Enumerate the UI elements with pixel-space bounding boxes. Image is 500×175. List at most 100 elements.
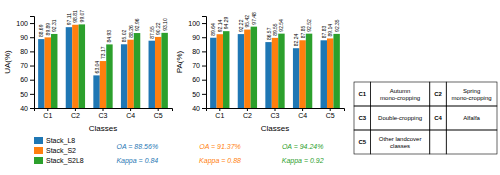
tick-label: 90 [192, 34, 200, 41]
tick-label: C2 [243, 112, 252, 119]
bar [66, 27, 72, 108]
data-label: 92.96 [134, 18, 140, 31]
tick: 80 [192, 48, 206, 55]
tick: 100 [188, 20, 206, 27]
tick: C1 [43, 108, 52, 119]
table-text: Alfalfa [463, 115, 480, 121]
table-cell [354, 106, 370, 130]
table-cell [430, 130, 446, 154]
legend-label: Stack_L8 [46, 137, 75, 145]
tick-label: 90 [20, 34, 28, 41]
axis-title: Classes [261, 124, 289, 133]
table-text: Double-cropping [378, 115, 422, 121]
data-label: 90.22 [155, 22, 161, 35]
tick-label: C1 [215, 112, 224, 119]
annotation: Kappa = 0.92 [282, 157, 324, 165]
tick-mark [75, 108, 76, 111]
bar [100, 61, 106, 108]
tick-mark [202, 108, 206, 109]
legend-label: Stack_S2 [46, 147, 76, 155]
annotation: OA = 94.24% [282, 143, 324, 150]
tick-label: 50 [192, 91, 200, 98]
y-axis: 405060708090100 [16, 17, 34, 112]
chart-root: 88.6997.1163.0485.0287.5589.8998.8173.17… [0, 0, 500, 175]
axis-line [30, 17, 35, 109]
tick-label: C3 [271, 112, 280, 119]
tick-label: 60 [192, 76, 200, 83]
legend-swatch [34, 157, 43, 164]
tick-label: C5 [154, 112, 163, 119]
bar [321, 40, 327, 108]
bar [127, 40, 133, 108]
tick: 80 [20, 48, 34, 55]
data-labels: 89.6492.2286.5782.2487.8392.1495.4289.55… [210, 12, 339, 46]
bar [217, 34, 223, 108]
table-text: C5 [358, 139, 366, 145]
legend: Stack_L8 Stack_S2 Stack_S2L8 [34, 137, 84, 165]
tick: 60 [20, 76, 34, 83]
data-label: 84.93 [106, 30, 112, 43]
legend-item: Stack_L8 [34, 137, 75, 145]
data-label: 97.11 [66, 13, 72, 25]
bar [223, 31, 229, 108]
data-label: 86.57 [266, 27, 272, 40]
data-label: 92.54 [278, 19, 284, 32]
x-axis: C1C2C3C4C5 [207, 108, 345, 119]
tick-mark [275, 108, 276, 111]
table-text: Other landcoverclasses [379, 136, 422, 149]
tick-label: 80 [20, 48, 28, 55]
tick: C3 [271, 108, 280, 119]
data-label: 87.85 [300, 26, 306, 39]
table-cell [446, 106, 497, 130]
tick-mark [202, 37, 206, 38]
table-cell [370, 130, 429, 154]
tick-label: 100 [188, 20, 200, 27]
axis-line [35, 109, 173, 112]
tick-label: C2 [71, 112, 80, 119]
tick: C2 [71, 108, 80, 119]
tick-label: 70 [192, 62, 200, 69]
bars [38, 24, 168, 108]
table-cell [370, 82, 429, 106]
legend-item: Stack_S2L8 [34, 157, 84, 165]
bar [299, 40, 305, 108]
tick-mark [30, 51, 34, 52]
legend-swatch [34, 147, 43, 154]
legend-swatch [34, 137, 43, 144]
tick-mark [202, 66, 206, 67]
tick-mark [103, 108, 104, 111]
table-cell [354, 130, 370, 154]
bar [93, 75, 99, 108]
tick-mark [219, 108, 220, 111]
data-labels: 88.6997.1163.0485.0287.5589.8998.8173.17… [38, 10, 167, 74]
tick-mark [30, 37, 34, 38]
tick-label: 100 [16, 20, 28, 27]
data-label: 99.07 [79, 10, 85, 23]
tick-label: C5 [326, 112, 335, 119]
data-label: 87.55 [149, 26, 155, 39]
legend-table: C1Autumnmono-croppingC2Springmono-croppi… [354, 82, 497, 154]
tick-label: C3 [99, 112, 108, 119]
data-label: 97.48 [251, 12, 257, 25]
tick: 100 [16, 20, 34, 27]
tick-mark [30, 23, 34, 24]
bar [79, 24, 85, 108]
bar [38, 39, 44, 108]
data-label: 89.55 [272, 23, 278, 36]
annotation: OA = 88.56% [117, 143, 159, 150]
data-label: 89.89 [45, 23, 51, 36]
table-text: C3 [358, 115, 366, 121]
tick: C2 [243, 108, 252, 119]
tick-mark [202, 51, 206, 52]
bar [251, 27, 257, 108]
bar [238, 34, 244, 108]
bar [134, 33, 140, 108]
bar-chart: 88.6997.1163.0485.0287.5589.8998.8173.17… [3, 10, 173, 165]
tick-mark [30, 66, 34, 67]
tick-mark [330, 108, 331, 111]
bar [333, 34, 339, 108]
data-label: 93.10 [162, 18, 168, 31]
tick-label: C4 [126, 112, 135, 119]
data-label: 85.02 [121, 30, 127, 43]
data-label: 92.31 [51, 19, 57, 32]
